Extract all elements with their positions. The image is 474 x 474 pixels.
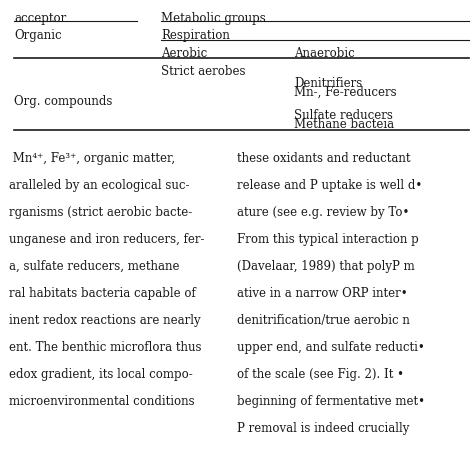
Text: Mn⁴⁺, Fe³⁺, organic matter,: Mn⁴⁺, Fe³⁺, organic matter, <box>9 152 175 164</box>
Text: a, sulfate reducers, methane: a, sulfate reducers, methane <box>9 260 180 273</box>
Text: aralleled by an ecological suc-: aralleled by an ecological suc- <box>9 179 190 191</box>
Text: ral habitats bacteria capable of: ral habitats bacteria capable of <box>9 287 196 300</box>
Text: beginning of fermentative met•: beginning of fermentative met• <box>237 395 425 408</box>
Text: Aerobic: Aerobic <box>161 47 208 60</box>
Text: Org. compounds: Org. compounds <box>14 95 113 108</box>
Text: edox gradient, its local compo-: edox gradient, its local compo- <box>9 368 193 381</box>
Text: P removal is indeed crucially: P removal is indeed crucially <box>237 422 410 435</box>
Text: upper end, and sulfate reducti•: upper end, and sulfate reducti• <box>237 341 425 354</box>
Text: Organic: Organic <box>14 29 62 42</box>
Text: ative in a narrow ORP inter•: ative in a narrow ORP inter• <box>237 287 408 300</box>
Text: Methane bacteia: Methane bacteia <box>294 118 394 130</box>
Text: (Davelaar, 1989) that polyP m: (Davelaar, 1989) that polyP m <box>237 260 415 273</box>
Text: rganisms (strict aerobic bacte-: rganisms (strict aerobic bacte- <box>9 206 193 219</box>
Text: unganese and iron reducers, fer-: unganese and iron reducers, fer- <box>9 233 205 246</box>
Text: From this typical interaction p: From this typical interaction p <box>237 233 419 246</box>
Text: inent redox reactions are nearly: inent redox reactions are nearly <box>9 314 201 327</box>
Text: acceptor: acceptor <box>14 12 66 25</box>
Text: denitrification/true aerobic n: denitrification/true aerobic n <box>237 314 410 327</box>
Text: Respiration: Respiration <box>161 29 230 42</box>
Text: release and P uptake is well d•: release and P uptake is well d• <box>237 179 422 191</box>
Text: these oxidants and reductant: these oxidants and reductant <box>237 152 410 164</box>
Text: Anaerobic: Anaerobic <box>294 47 355 60</box>
Text: Denitrifiers: Denitrifiers <box>294 77 362 90</box>
Text: of the scale (see Fig. 2). It •: of the scale (see Fig. 2). It • <box>237 368 404 381</box>
Text: Mn-, Fe-reducers: Mn-, Fe-reducers <box>294 85 397 98</box>
Text: ature (see e.g. review by To•: ature (see e.g. review by To• <box>237 206 410 219</box>
Text: ent. The benthic microflora thus: ent. The benthic microflora thus <box>9 341 202 354</box>
Text: Sulfate reducers: Sulfate reducers <box>294 109 393 122</box>
Text: Metabolic groups: Metabolic groups <box>161 12 266 25</box>
Text: microenvironmental conditions: microenvironmental conditions <box>9 395 195 408</box>
Text: Strict aerobes: Strict aerobes <box>161 65 246 78</box>
